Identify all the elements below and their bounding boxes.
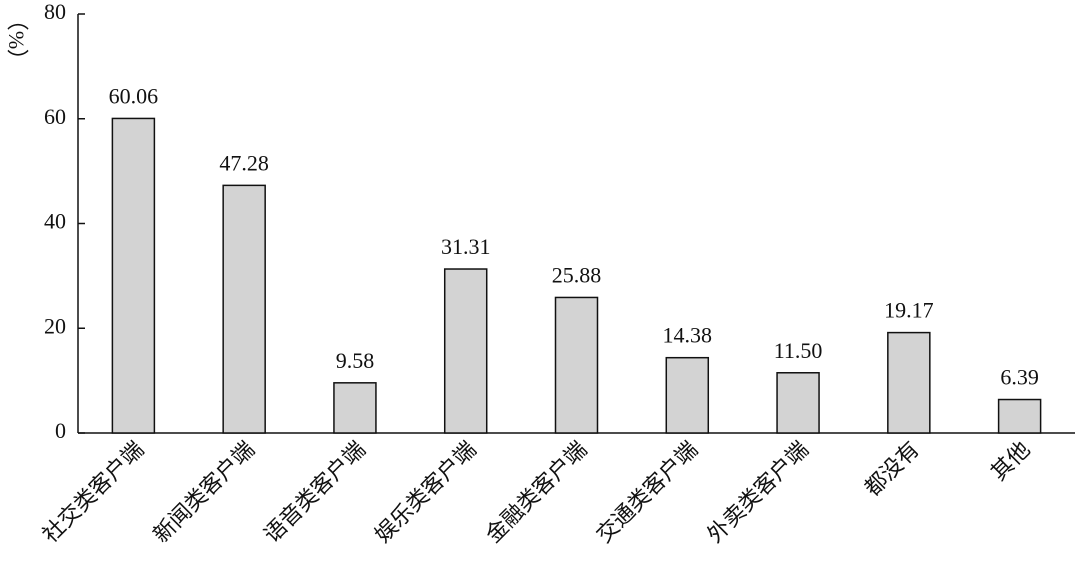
bar <box>997 398 1042 434</box>
value-label: 31.31 <box>441 234 491 259</box>
y-tick-label: 0 <box>55 418 66 443</box>
y-tick-label: 40 <box>44 209 66 234</box>
bar <box>333 382 377 434</box>
x-tick-label: 金融类客户端 <box>481 436 592 547</box>
bar <box>887 331 931 434</box>
bar <box>665 356 710 434</box>
bar <box>443 268 488 434</box>
bar <box>222 184 266 434</box>
value-label: 6.39 <box>1000 365 1039 390</box>
x-tick-label: 新闻类客户端 <box>148 436 259 547</box>
x-tick-label: 交通类客户端 <box>591 436 702 547</box>
value-label: 60.06 <box>109 83 159 108</box>
value-label: 19.17 <box>884 298 934 323</box>
value-label: 25.88 <box>552 263 602 288</box>
bar <box>554 296 599 434</box>
x-tick-label: 语音类客户端 <box>259 436 370 547</box>
value-label: 47.28 <box>219 150 269 175</box>
x-tick-label: 其他 <box>986 436 1035 485</box>
bar <box>776 372 820 434</box>
value-label: 9.58 <box>336 348 375 373</box>
x-tick-label: 都没有 <box>860 436 924 500</box>
value-label: 14.38 <box>663 323 713 348</box>
x-tick-label: 社交类客户端 <box>37 436 148 547</box>
y-tick-label: 20 <box>44 313 66 338</box>
y-tick-label: 80 <box>44 0 66 24</box>
y-axis-label: （%） <box>4 9 29 71</box>
y-tick-label: 60 <box>44 104 66 129</box>
value-label: 11.50 <box>774 338 823 363</box>
x-tick-label: 娱乐类客户端 <box>370 436 481 547</box>
x-tick-label: 外卖类客户端 <box>702 436 813 547</box>
bar <box>111 117 156 434</box>
